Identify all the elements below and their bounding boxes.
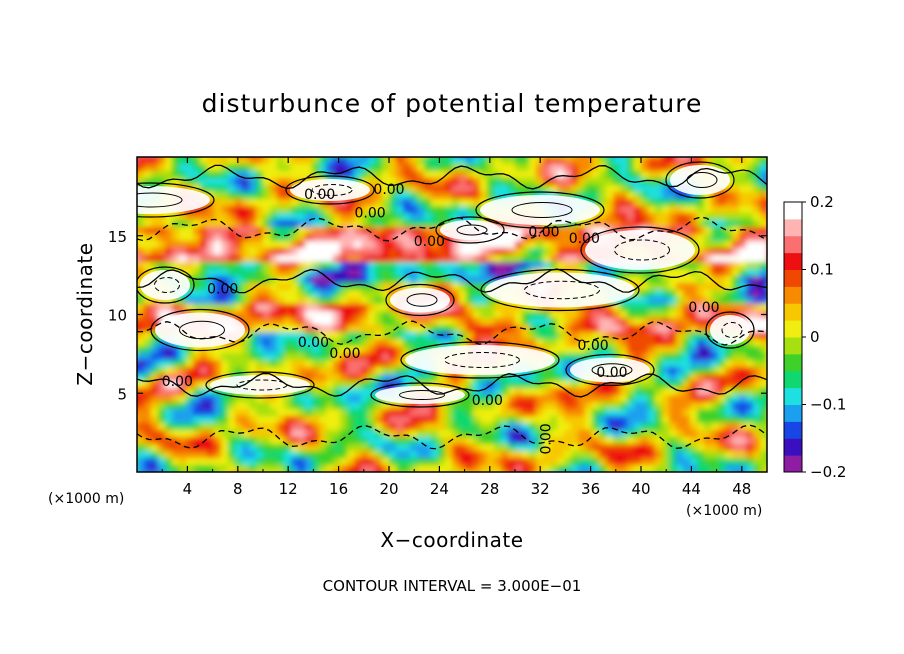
contour-lines: [137, 161, 767, 450]
chart-title: disturbunce of potential temperature: [202, 89, 703, 118]
contour-label: 0.00: [578, 338, 609, 354]
colorbar-band: [784, 438, 802, 456]
y-tick-label: 10: [108, 307, 127, 325]
colorbar-band: [784, 269, 802, 287]
x-unit-label-left: (×1000 m): [48, 491, 124, 507]
colorbar: 0.2 0.1 0 −0.1 −0.2: [783, 193, 846, 481]
x-tick-label: 8: [233, 480, 243, 498]
contour-label: 0.00: [373, 182, 404, 198]
y-axis: 5 10 15: [108, 228, 767, 403]
colorbar-band: [784, 455, 802, 473]
colorbar-band: [784, 202, 802, 220]
colorbar-band: [784, 370, 802, 389]
x-tick-label: 20: [379, 480, 398, 498]
field-cells: [137, 157, 767, 472]
x-axis-label: X−coordinate: [380, 528, 523, 552]
contour-label: 0.00: [414, 234, 445, 250]
contour-label: 0.00: [569, 231, 600, 247]
x-tick-label: 36: [581, 480, 600, 498]
x-tick-label: 48: [732, 480, 751, 498]
y-axis-label: Z−coordinate: [73, 242, 97, 385]
contour-label: 0.00: [329, 346, 360, 362]
contour-label: 0.00: [355, 206, 386, 222]
contour-interval-text: CONTOUR INTERVAL = 3.000E−01: [323, 577, 582, 595]
y-tick-label: 15: [108, 228, 127, 246]
colorbar-tick-label: 0.1: [810, 261, 834, 279]
contour-label: 0.00: [539, 423, 555, 454]
contour-label: 0.00: [162, 374, 193, 390]
x-tick-label: 4: [183, 480, 193, 498]
x-unit-label-right: (×1000 m): [686, 503, 762, 519]
colorbar-tick-label: 0: [810, 328, 820, 346]
colorbar-band: [784, 353, 802, 372]
contour-label: 0.00: [472, 393, 503, 409]
colorbar-band: [784, 303, 802, 321]
colorbar-band: [784, 218, 802, 237]
colorbar-tick-label: 0.2: [810, 193, 834, 211]
x-tick-label: 32: [531, 480, 550, 498]
colorbar-band: [784, 337, 802, 355]
colorbar-tick-label: −0.2: [810, 463, 846, 481]
plot-area: 0.000.000.000.000.00 0.000.000.000.000.00…: [108, 156, 768, 498]
colorbar-band: [784, 387, 802, 405]
colorbar-band: [784, 404, 802, 422]
contour-label: 0.00: [688, 300, 719, 316]
x-tick-label: 44: [682, 480, 701, 498]
x-tick-label: 12: [279, 480, 298, 498]
contour-label: 0.00: [298, 335, 329, 351]
x-tick-label: 28: [480, 480, 499, 498]
colorbar-band: [784, 320, 802, 338]
x-tick-label: 40: [631, 480, 650, 498]
contour-label: 0.00: [207, 281, 238, 297]
temperature-field: [137, 157, 767, 472]
contour-label: 0.00: [596, 365, 627, 381]
y-tick-label: 5: [117, 385, 127, 403]
x-axis: 4 8 12 16 20 24 28 32 36 40 44 48: [161, 157, 751, 498]
x-tick-label: 16: [329, 480, 348, 498]
colorbar-band: [784, 421, 802, 439]
colorbar-gradient: [784, 202, 802, 473]
colorbar-tick-label: −0.1: [810, 396, 846, 414]
colorbar-band: [784, 286, 802, 304]
colorbar-ticks: 0.2 0.1 0 −0.1 −0.2: [802, 193, 846, 481]
contour-labels: 0.000.000.000.000.00 0.000.000.000.000.00…: [162, 182, 720, 454]
colorbar-band: [784, 235, 802, 254]
x-tick-label: 24: [430, 480, 449, 498]
contour-label: 0.00: [528, 225, 559, 241]
contour-label: 0.00: [304, 187, 335, 203]
colorbar-band: [784, 252, 802, 270]
